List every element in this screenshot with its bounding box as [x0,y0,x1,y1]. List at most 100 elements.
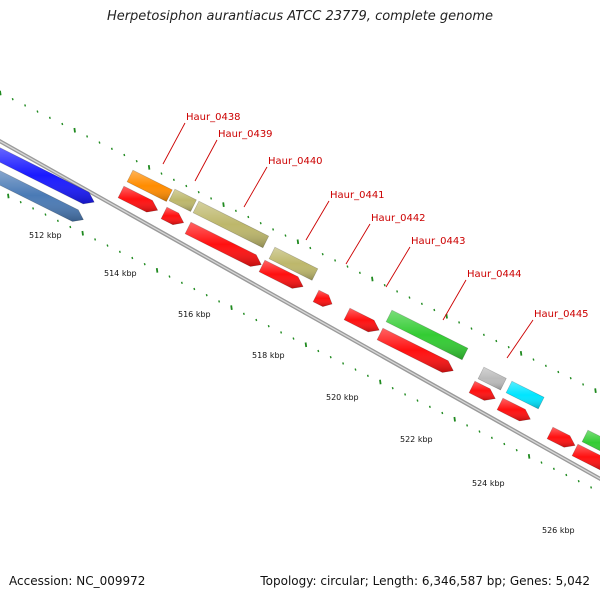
tick-rows [0,90,597,489]
minor-tick [408,296,411,299]
gene-red-shading [259,260,304,289]
minor-tick [309,246,312,250]
minor-tick [470,327,473,330]
minor-tick [416,399,419,402]
map-title: Herpetosiphon aurantiacus ATCC 23779, co… [106,9,494,24]
minor-tick [56,219,59,223]
minor-tick [247,215,250,219]
accession-text: Accession: NC_009972 [9,574,146,588]
minor-tick [420,302,423,306]
minor-tick [205,293,208,297]
kbp-label: 516 kbp [178,310,211,319]
minor-tick [106,244,109,247]
minor-tick [86,135,89,138]
minor-tick [110,147,113,151]
gene-cyan-shading [506,381,545,409]
minor-tick [321,252,324,256]
major-tick [230,305,233,310]
gene-label-haur-0441[interactable]: Haur_0441 [330,190,385,201]
minor-tick [478,430,481,433]
minor-tick [466,424,469,427]
kbp-label: 514 kbp [104,269,137,278]
minor-tick [143,262,146,266]
major-tick [453,416,456,422]
minor-tick [135,159,138,163]
kbp-label: 518 kbp [252,351,285,360]
major-tick [81,230,84,236]
gene-red-shading [497,398,531,421]
minor-tick [482,333,485,337]
minor-tick [342,362,345,365]
minor-tick [358,271,361,275]
kbp-label: 520 kbp [326,393,359,402]
minor-tick [234,209,237,213]
gene-red-shading [161,207,184,225]
gene-haur-0439-shading [169,189,197,212]
minor-tick [94,238,97,241]
minor-tick [118,250,121,254]
minor-tick [317,349,320,353]
gene-label-haur-0440[interactable]: Haur_0440 [268,156,323,167]
gene-blue-shading [0,147,95,204]
minor-tick [272,228,275,231]
minor-tick [210,197,213,200]
gene-features [0,147,600,471]
gene-red-shading [313,290,333,307]
minor-tick [495,339,498,343]
gene-label-haur-0442[interactable]: Haur_0442 [371,213,426,224]
minor-tick [180,281,183,285]
minor-tick [292,337,295,340]
minor-tick [32,207,35,210]
major-tick [7,193,10,199]
gene-red-shading [344,308,380,332]
minor-tick [590,486,593,489]
minor-tick [172,178,175,182]
gene-label-haur-0438[interactable]: Haur_0438 [186,112,241,123]
minor-tick [515,448,518,452]
minor-tick [433,308,436,312]
minor-tick [441,411,444,415]
gene-red-shading [547,427,575,448]
gene-label-haur-0439[interactable]: Haur_0439 [218,129,273,140]
major-tick [0,90,2,96]
major-tick [73,127,76,133]
minor-tick [503,442,506,446]
minor-tick [334,259,337,262]
kbp-label: 524 kbp [472,479,505,488]
major-tick [519,351,523,356]
minor-tick [490,436,493,440]
minor-tick [284,234,287,237]
gene-label-haur-0443[interactable]: Haur_0443 [411,236,466,247]
minor-tick [458,321,461,324]
minor-tick [160,172,163,175]
gene-haur-0441-shading [269,247,318,281]
gene-haur-0445-shading [478,367,507,390]
kbp-tick-labels: 512 kbp 514 kbp 516 kbp 518 kbp 520 kbp … [29,231,575,535]
minor-tick [532,358,535,361]
minor-tick [36,110,39,113]
minor-tick [280,331,283,334]
minor-tick [346,265,349,268]
minor-tick [24,104,27,107]
minor-tick [48,116,51,120]
gene-red-shading [118,186,158,213]
minor-tick [131,256,134,260]
minor-tick [259,221,262,225]
gene-red-shading [572,444,600,470]
label-leader-line [442,279,467,321]
minor-tick [552,467,555,471]
major-tick [155,268,159,273]
label-leader-line [162,122,186,165]
gene-haur-0438-shading [127,170,173,202]
kbp-label: 526 kbp [542,526,575,535]
minor-tick [540,461,543,464]
gene-label-haur-0444[interactable]: Haur_0444 [467,269,522,280]
gene-name-labels: Haur_0438 Haur_0439 Haur_0440 Haur_0441 … [186,112,589,320]
backbone-highlight [0,140,600,480]
gene-label-haur-0445[interactable]: Haur_0445 [534,309,589,320]
gene-steelblue-shading [0,170,84,222]
genome-summary-text: Topology: circular; Length: 6,346,587 bp… [260,574,590,588]
gene-red-shading [377,328,454,373]
label-leader-line [243,166,268,208]
minor-tick [329,355,332,359]
